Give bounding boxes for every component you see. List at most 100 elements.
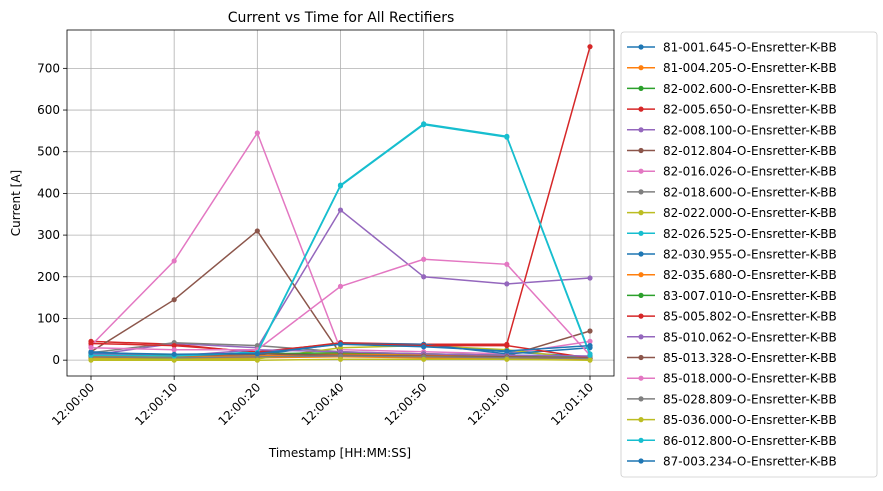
legend-label: 82-008.100-O-Ensretter-K-BB [663, 123, 837, 137]
legend-entry: 85-036.000-O-Ensretter-K-BB [627, 413, 837, 427]
legend-label: 82-022.000-O-Ensretter-K-BB [663, 206, 837, 220]
legend-marker [638, 272, 644, 278]
legend-label: 82-012.804-O-Ensretter-K-BB [663, 144, 837, 158]
legend-label: 85-005.802-O-Ensretter-K-BB [663, 310, 837, 324]
data-point [587, 328, 593, 334]
data-point [504, 356, 510, 362]
data-point [504, 342, 510, 349]
legend-label: 82-002.600-O-Ensretter-K-BB [663, 82, 837, 96]
data-point [88, 340, 94, 347]
legend-label: 82-016.026-O-Ensretter-K-BB [663, 165, 837, 179]
legend-entry: 81-001.645-O-Ensretter-K-BB [627, 41, 837, 55]
legend-entry: 83-007.010-O-Ensretter-K-BB [627, 289, 837, 303]
series-group [88, 341, 593, 357]
data-point [504, 348, 510, 354]
legend-label: 85-018.000-O-Ensretter-K-BB [663, 372, 837, 386]
data-point [337, 341, 344, 347]
legend-entry: 82-016.026-O-Ensretter-K-BB [627, 165, 837, 179]
data-point [421, 344, 427, 350]
legend-marker [638, 251, 644, 257]
x-axis: 12:00:00 12:00:10 12:00:20 12:00:40 12:00:50… [49, 376, 596, 428]
y-tick-label: 200 [37, 270, 60, 284]
data-point [254, 130, 260, 136]
x-tick-label: 12:01:00 [465, 380, 513, 428]
legend-marker [638, 334, 644, 340]
legend-label: 82-026.525-O-Ensretter-K-BB [663, 227, 837, 241]
data-point [587, 275, 593, 281]
data-point [421, 356, 427, 362]
legend-entry: 82-035.680-O-Ensretter-K-BB [627, 268, 837, 282]
legend-marker [638, 210, 644, 216]
legend-marker [638, 85, 644, 91]
x-tick-label: 12:00:40 [299, 380, 347, 428]
legend-entry: 85-028.809-O-Ensretter-K-BB [627, 392, 837, 406]
data-point [171, 351, 177, 357]
legend-entry: 81-004.205-O-Ensretter-K-BB [627, 61, 837, 75]
data-point [587, 338, 593, 344]
legend-label: 85-010.062-O-Ensretter-K-BB [663, 330, 837, 344]
legend-marker [638, 417, 644, 423]
data-point [587, 342, 593, 349]
legend-marker [638, 292, 644, 298]
data-point [587, 44, 593, 50]
legend-marker [638, 168, 644, 174]
data-point [421, 256, 427, 262]
legend-marker [638, 127, 644, 133]
legend-label: 82-030.955-O-Ensretter-K-BB [663, 248, 837, 262]
y-tick-label: 100 [37, 311, 60, 325]
legend-entry: 87-003.234-O-Ensretter-K-BB [627, 455, 837, 469]
series-group [88, 356, 593, 363]
y-tick-label: 500 [37, 145, 60, 159]
data-point [88, 350, 94, 356]
legend-marker [638, 396, 644, 402]
legend-entry: 82-012.804-O-Ensretter-K-BB [627, 144, 837, 158]
legend-entry: 82-002.600-O-Ensretter-K-BB [627, 82, 837, 96]
legend-entry: 85-005.802-O-Ensretter-K-BB [627, 310, 837, 324]
y-tick-label: 300 [37, 228, 60, 242]
data-point [587, 357, 593, 363]
x-tick-label: 12:00:00 [49, 380, 97, 428]
legend-marker [638, 106, 644, 112]
legend-marker [638, 313, 644, 319]
legend: 81-001.645-O-Ensretter-K-BB 81-004.205-O-… [620, 31, 878, 478]
data-point [254, 228, 260, 234]
y-tick-label: 0 [52, 353, 60, 367]
legend-entry: 82-005.650-O-Ensretter-K-BB [627, 103, 837, 117]
legend-marker [638, 230, 644, 236]
legend-label: 82-035.680-O-Ensretter-K-BB [663, 268, 837, 282]
legend-marker [638, 44, 644, 50]
data-point [504, 261, 510, 267]
legend-label: 83-007.010-O-Ensretter-K-BB [663, 289, 837, 303]
y-axis-label: Current [A] [9, 170, 23, 236]
legend-entry: 82-018.600-O-Ensretter-K-BB [627, 185, 837, 199]
legend-entry: 82-030.955-O-Ensretter-K-BB [627, 248, 837, 262]
data-point [88, 357, 94, 363]
legend-label: 85-036.000-O-Ensretter-K-BB [663, 413, 837, 427]
legend-label: 81-004.205-O-Ensretter-K-BB [663, 61, 837, 75]
data-point [254, 350, 260, 357]
grid-lines [67, 30, 614, 376]
y-axis: 0 100 200 300 400 500 600 700 [37, 61, 67, 367]
x-tick-label: 12:00:20 [215, 380, 263, 428]
legend-entry: 85-013.328-O-Ensretter-K-BB [627, 351, 837, 365]
data-point [421, 274, 427, 280]
y-tick-label: 600 [37, 103, 60, 117]
chart-title: Current vs Time for All Rectifiers [228, 10, 455, 26]
data-point [171, 258, 177, 264]
data-point [504, 281, 510, 287]
data-point [171, 357, 177, 363]
data-point [254, 342, 260, 349]
x-tick-label: 12:01:10 [548, 380, 596, 428]
legend-label: 85-013.328-O-Ensretter-K-BB [663, 351, 837, 365]
legend-entry: 86-012.800-O-Ensretter-K-BB [627, 434, 837, 448]
data-point [88, 345, 94, 351]
x-tick-label: 12:00:10 [132, 380, 180, 428]
data-point [337, 356, 344, 362]
data-point [337, 183, 344, 189]
legend-label: 87-003.234-O-Ensretter-K-BB [663, 455, 837, 469]
y-tick-label: 700 [37, 61, 60, 75]
legend-entry: 85-018.000-O-Ensretter-K-BB [627, 372, 837, 386]
data-point [254, 357, 260, 363]
legend-marker [638, 189, 644, 195]
